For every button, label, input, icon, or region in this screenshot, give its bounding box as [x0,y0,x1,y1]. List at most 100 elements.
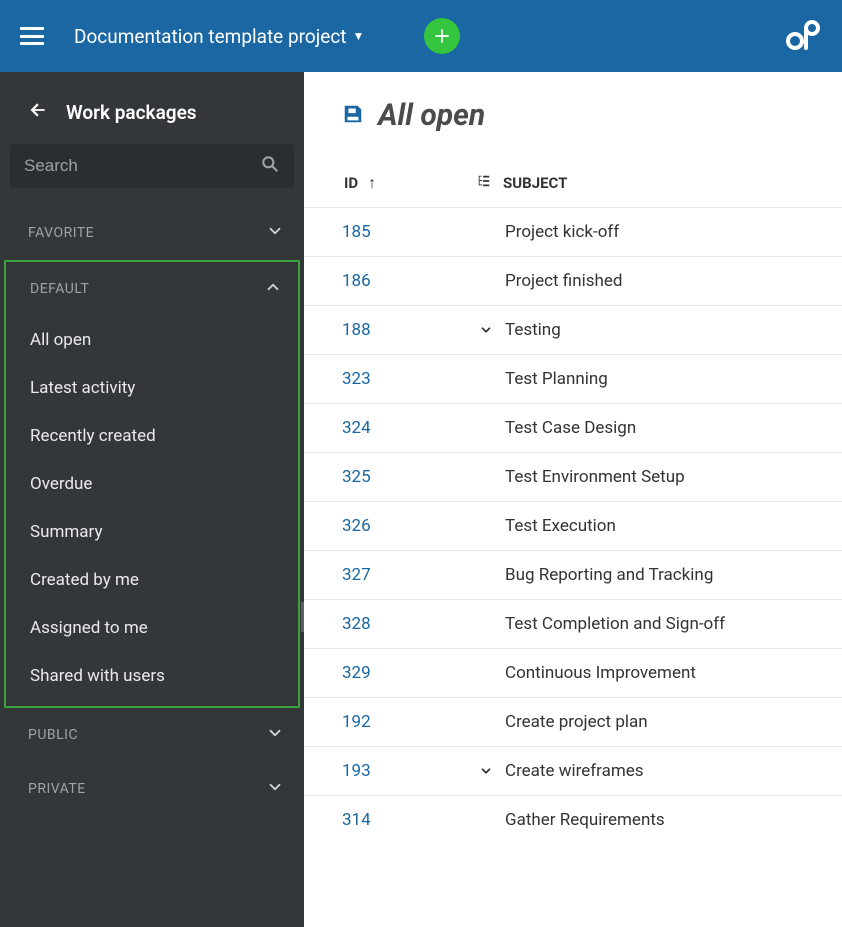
work-package-id-link[interactable]: 323 [342,369,477,389]
table-row[interactable]: 185 Project kick-off [304,207,842,256]
work-package-id-link[interactable]: 326 [342,516,477,536]
work-package-id-link[interactable]: 327 [342,565,477,585]
column-header-subject[interactable]: SUBJECT [477,174,567,192]
section-private-label: PRIVATE [28,781,86,797]
subject-text: Test Case Design [505,418,636,438]
main: All open ID ↑ SUBJECT 185 Project kick-of… [304,72,842,927]
sidebar-item[interactable]: All open [6,316,298,364]
section-default-label: DEFAULT [30,281,89,297]
section-favorite-label: FAVORITE [28,225,94,241]
sidebar-item[interactable]: Summary [6,508,298,556]
work-package-id-link[interactable]: 324 [342,418,477,438]
search-box[interactable] [10,144,294,188]
sidebar-item[interactable]: Shared with users [6,652,298,700]
subject-cell: Continuous Improvement [477,663,696,683]
subject-text: Create project plan [505,712,648,732]
save-icon[interactable] [342,103,364,129]
subject-text: Project finished [505,271,622,291]
search-wrap [0,144,304,206]
chevron-up-icon [264,278,282,300]
table-row[interactable]: 323 Test Planning [304,354,842,403]
column-subject-label: SUBJECT [503,174,567,192]
work-package-id-link[interactable]: 186 [342,271,477,291]
project-title-label: Documentation template project [74,25,347,48]
topbar: Documentation template project ▼ [0,0,842,72]
page-title: All open [378,98,485,133]
subject-cell: Test Completion and Sign-off [477,614,725,634]
back-button[interactable] [28,100,48,124]
section-default[interactable]: DEFAULT [6,262,298,316]
column-headers: ID ↑ SUBJECT [304,159,842,207]
work-package-id-link[interactable]: 314 [342,810,477,830]
project-selector[interactable]: Documentation template project ▼ [74,25,364,48]
section-public-label: PUBLIC [28,727,78,743]
subject-cell: Test Case Design [477,418,636,438]
table-row[interactable]: 188 Testing [304,305,842,354]
subject-cell: Bug Reporting and Tracking [477,565,713,585]
sidebar-header: Work packages [0,72,304,144]
plus-icon [432,26,452,46]
table-row[interactable]: 326 Test Execution [304,501,842,550]
subject-cell: Project finished [477,271,622,291]
sort-asc-icon: ↑ [368,173,376,193]
sidebar-item[interactable]: Latest activity [6,364,298,412]
work-package-id-link[interactable]: 185 [342,222,477,242]
chevron-down-icon [479,764,493,778]
work-package-id-link[interactable]: 325 [342,467,477,487]
hamburger-menu-button[interactable] [20,27,44,45]
subject-text: Test Completion and Sign-off [505,614,725,634]
caret-down-icon: ▼ [353,29,365,43]
table-rows: 185Project kick-off186Project finished18… [304,207,842,844]
expand-toggle[interactable] [477,323,495,337]
subject-cell: Testing [477,320,561,340]
work-package-id-link[interactable]: 192 [342,712,477,732]
sidebar-item[interactable]: Recently created [6,412,298,460]
expand-toggle[interactable] [477,764,495,778]
table-row[interactable]: 327 Bug Reporting and Tracking [304,550,842,599]
work-package-id-link[interactable]: 193 [342,761,477,781]
sidebar-resize-handle[interactable] [301,602,304,632]
table-row[interactable]: 186 Project finished [304,256,842,305]
table-row[interactable]: 329 Continuous Improvement [304,648,842,697]
sidebar-item[interactable]: Assigned to me [6,604,298,652]
openproject-logo-icon [782,16,822,56]
table-row[interactable]: 314 Gather Requirements [304,795,842,844]
column-header-id[interactable]: ID ↑ [342,173,477,193]
chevron-down-icon [266,222,284,244]
subject-text: Testing [505,320,561,340]
section-public[interactable]: PUBLIC [0,708,304,762]
hierarchy-icon [477,174,491,192]
page-title-row: All open [304,72,842,159]
subject-text: Continuous Improvement [505,663,696,683]
work-package-id-link[interactable]: 188 [342,320,477,340]
chevron-down-icon [266,724,284,746]
table-row[interactable]: 325 Test Environment Setup [304,452,842,501]
subject-cell: Create project plan [477,712,648,732]
work-package-id-link[interactable]: 329 [342,663,477,683]
arrow-left-icon [28,100,48,120]
work-package-id-link[interactable]: 328 [342,614,477,634]
chevron-down-icon [266,778,284,800]
subject-text: Bug Reporting and Tracking [505,565,713,585]
sidebar-item[interactable]: Created by me [6,556,298,604]
table-row[interactable]: 328 Test Completion and Sign-off [304,599,842,648]
table-row[interactable]: 324 Test Case Design [304,403,842,452]
table-row[interactable]: 192 Create project plan [304,697,842,746]
add-button[interactable] [424,18,460,54]
subject-text: Create wireframes [505,761,644,781]
app-logo[interactable] [782,16,822,56]
column-id-label: ID [344,174,358,192]
subject-cell: Test Planning [477,369,608,389]
subject-text: Test Planning [505,369,608,389]
section-favorite[interactable]: FAVORITE [0,206,304,260]
section-default-container: DEFAULT All openLatest activityRecently … [4,260,300,708]
subject-text: Gather Requirements [505,810,665,830]
subject-text: Project kick-off [505,222,619,242]
section-private[interactable]: PRIVATE [0,762,304,816]
sidebar-item[interactable]: Overdue [6,460,298,508]
table-row[interactable]: 193 Create wireframes [304,746,842,795]
subject-text: Test Environment Setup [505,467,685,487]
search-input[interactable] [24,156,260,176]
subject-cell: Create wireframes [477,761,644,781]
subject-text: Test Execution [505,516,616,536]
